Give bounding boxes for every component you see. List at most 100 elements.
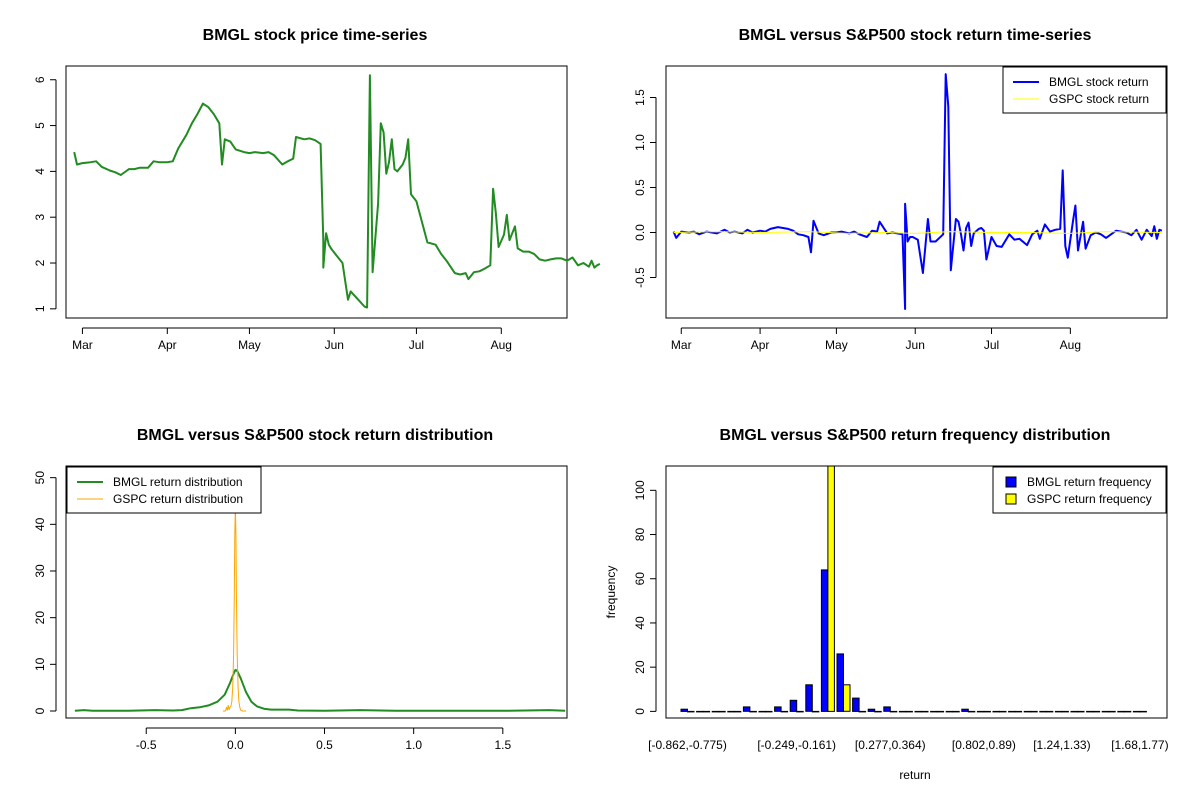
plot-frame <box>65 65 568 319</box>
y-tick-label: 5 <box>33 122 47 129</box>
histogram-bar <box>711 710 720 713</box>
y-tick-label: 0 <box>33 707 47 714</box>
price-timeseries-panel: BMGL stock price time-series Mar Apr May Ju… <box>33 27 601 352</box>
x-tick-label: Jul <box>409 338 424 352</box>
histogram-bar <box>811 710 820 713</box>
legend: BMGL stock return GSPC stock return <box>1002 66 1167 114</box>
y-tick-label: 0 <box>633 708 647 715</box>
histogram-bar <box>1123 710 1132 713</box>
histogram-bar <box>843 684 851 712</box>
y-tick-label: 10 <box>33 657 47 671</box>
histogram-bar <box>789 699 798 712</box>
histogram-bar <box>1045 710 1054 713</box>
y-tick-label: 80 <box>633 528 647 542</box>
histogram-bar <box>702 710 711 713</box>
histogram-bar <box>727 710 735 713</box>
gspc-return-line <box>673 231 1162 234</box>
histogram-bar <box>1132 710 1141 713</box>
histogram-bar <box>1039 710 1047 713</box>
x-axis: Mar Apr May Jun Jul Aug <box>72 327 512 352</box>
x-tick-label: Jul <box>984 338 999 352</box>
chart-title: BMGL versus S&P500 stock return distribu… <box>137 427 493 444</box>
return-distribution-panel: BMGL versus S&P500 stock return distribu… <box>33 427 568 752</box>
y-tick-label: -0.5 <box>633 267 647 288</box>
histogram-bar <box>1139 710 1147 713</box>
histogram-bar <box>945 710 954 713</box>
legend-box <box>1002 66 1167 114</box>
x-tick-label: 1.0 <box>405 738 422 752</box>
histogram-bar <box>758 710 766 713</box>
plot-frame <box>665 65 1168 319</box>
histogram-bar <box>742 706 751 712</box>
x-tick-label: 0.5 <box>316 738 333 752</box>
histogram-bar <box>867 708 876 712</box>
x-axis-label: return <box>899 768 930 782</box>
histogram-bar <box>718 710 726 713</box>
histogram-bar <box>749 710 757 713</box>
y-tick-label: 3 <box>33 214 47 221</box>
histogram-bar <box>1077 710 1085 713</box>
x-tick-label: [0.277,0.364) <box>855 738 926 752</box>
y-tick-label: 1 <box>33 305 47 312</box>
histogram-bar <box>961 708 969 712</box>
x-tick-label: Jun <box>906 338 925 352</box>
histogram-bar <box>1008 710 1016 713</box>
y-axis: 1 2 3 4 5 6 <box>33 76 57 312</box>
histogram-bar <box>889 710 898 713</box>
histogram-bar <box>836 653 844 712</box>
y-tick-label: 100 <box>633 480 647 500</box>
legend-swatch <box>1005 493 1017 505</box>
y-tick-label: 1.5 <box>633 89 647 106</box>
bmgl-return-line <box>672 73 1163 310</box>
legend-label: BMGL return frequency <box>1027 475 1151 489</box>
gspc-density-line <box>222 505 247 712</box>
histogram-bar <box>976 710 985 713</box>
y-axis: 0 10 20 30 40 50 <box>33 471 57 714</box>
histogram-bar <box>999 710 1007 713</box>
legend: BMGL return frequency GSPC return freque… <box>992 466 1167 514</box>
histogram-bar <box>1108 710 1116 713</box>
histogram-bar <box>874 710 882 713</box>
x-tick-label: [1.24,1.33) <box>1033 738 1090 752</box>
x-axis: Mar Apr May Jun Jul Aug <box>671 327 1081 352</box>
y-tick-label: 0.5 <box>633 179 647 196</box>
y-axis: -0.5 0.0 0.5 1.0 1.5 <box>633 89 657 288</box>
histogram-bar <box>967 710 976 713</box>
plot-frame <box>65 465 568 719</box>
x-tick-label: [-0.862,-0.775) <box>648 738 727 752</box>
histogram-bar <box>930 710 938 713</box>
x-tick-label: Apr <box>158 338 177 352</box>
histogram-bar <box>733 710 742 713</box>
histogram-bar <box>1092 710 1101 713</box>
histogram-bar <box>1030 710 1038 713</box>
histogram-bar <box>687 710 695 713</box>
histogram-bar <box>827 465 835 712</box>
histogram-bar <box>765 710 773 713</box>
x-tick-label: Apr <box>751 338 770 352</box>
y-tick-label: 20 <box>33 611 47 625</box>
x-tick-label: Mar <box>671 338 692 352</box>
legend-label: BMGL return distribution <box>113 475 243 489</box>
series-marks <box>672 73 1163 310</box>
histogram-bar <box>1054 710 1063 713</box>
histogram-bar <box>780 710 789 713</box>
y-tick-label: 4 <box>33 168 47 175</box>
legend-label: GSPC return distribution <box>113 492 243 506</box>
x-tick-label: [0.802,0.89) <box>952 738 1016 752</box>
plot-frame <box>665 465 1168 719</box>
y-tick-label: 1.0 <box>633 134 647 151</box>
x-axis: -0.5 0.0 0.5 1.0 1.5 <box>136 727 511 752</box>
legend-label: GSPC stock return <box>1049 92 1149 106</box>
y-tick-label: 40 <box>633 616 647 630</box>
series-marks <box>73 74 601 309</box>
chart-title: BMGL stock price time-series <box>203 27 428 44</box>
legend-label: GSPC return frequency <box>1027 492 1152 506</box>
x-axis: [-0.862,-0.775) [-0.249,-0.161) [0.277,0.3… <box>648 738 1168 752</box>
histogram-bar <box>1101 710 1110 713</box>
histogram-bar <box>796 710 804 713</box>
y-tick-label: 50 <box>33 471 47 485</box>
series-marks <box>680 465 1147 713</box>
histogram-bar <box>921 710 929 713</box>
histogram-bar <box>774 706 782 712</box>
